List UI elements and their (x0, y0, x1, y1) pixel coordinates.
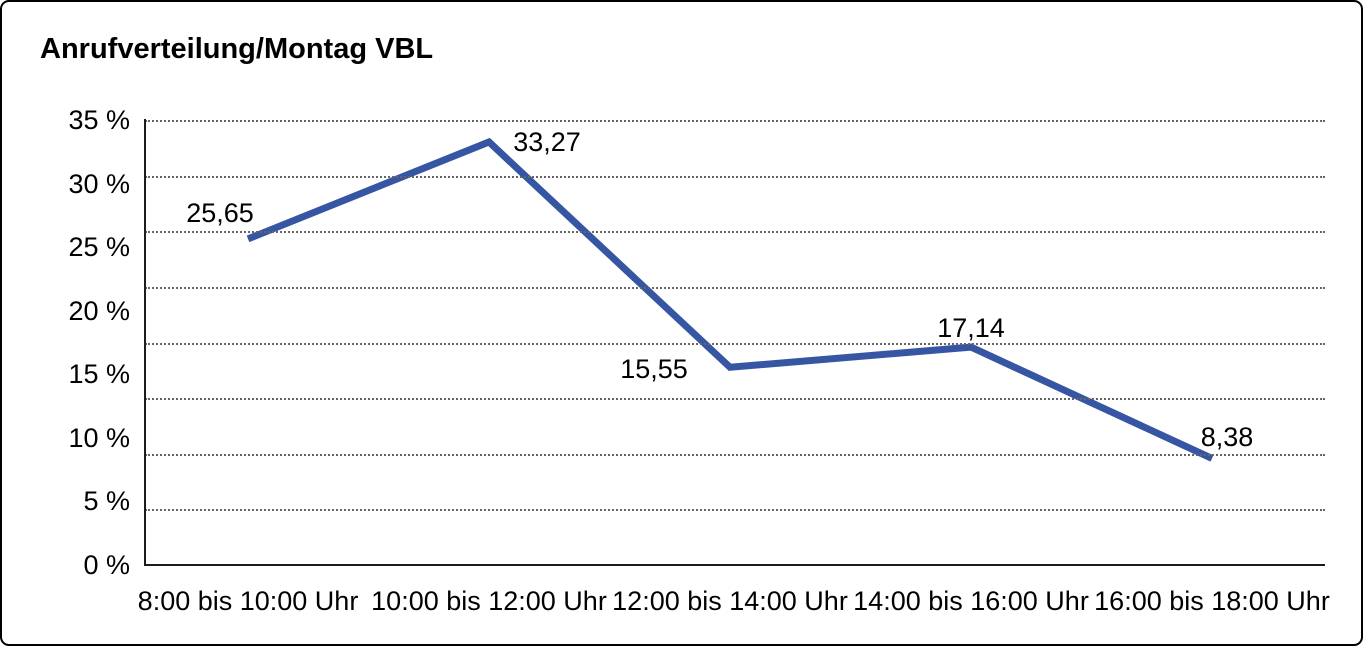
y-gridline (145, 175, 1325, 178)
data-line (246, 137, 1214, 462)
y-tick-label: 20 % (68, 295, 130, 326)
y-tick-label: 10 % (68, 422, 130, 453)
x-axis-line (144, 564, 1325, 566)
y-tick-label: 25 % (68, 232, 130, 263)
x-category-label: 12:00 bis 14:00 Uhr (612, 586, 848, 616)
y-tick-label: 30 % (68, 168, 130, 199)
y-gridline (145, 453, 1325, 456)
y-gridline (145, 342, 1325, 345)
y-gridline (145, 398, 1325, 401)
chart-title: Anrufverteilung/Montag VBL (40, 33, 434, 65)
y-tick-label: 35 % (68, 105, 130, 135)
y-gridline (145, 231, 1325, 234)
data-point-label: 25,65 (186, 197, 254, 228)
y-tick-label: 15 % (68, 359, 130, 390)
data-point-label: 8,38 (1200, 422, 1254, 453)
x-category-label: 14:00 bis 16:00 Uhr (853, 586, 1089, 616)
y-tick-label: 5 % (83, 486, 130, 517)
x-category-label: 16:00 bis 18:00 Uhr (1094, 586, 1330, 616)
x-category-label: 10:00 bis 12:00 Uhr (371, 586, 607, 616)
y-tick-label: 0 % (83, 550, 130, 580)
x-category-label: 8:00 bis 10:00 Uhr (137, 586, 359, 616)
data-point-label: 17,14 (937, 313, 1005, 344)
y-gridline (145, 120, 1325, 122)
y-gridline (145, 286, 1325, 289)
data-point-label: 33,27 (513, 126, 581, 157)
data-point-label: 15,55 (620, 354, 688, 385)
y-axis-line (144, 119, 146, 566)
y-gridline (145, 509, 1325, 512)
